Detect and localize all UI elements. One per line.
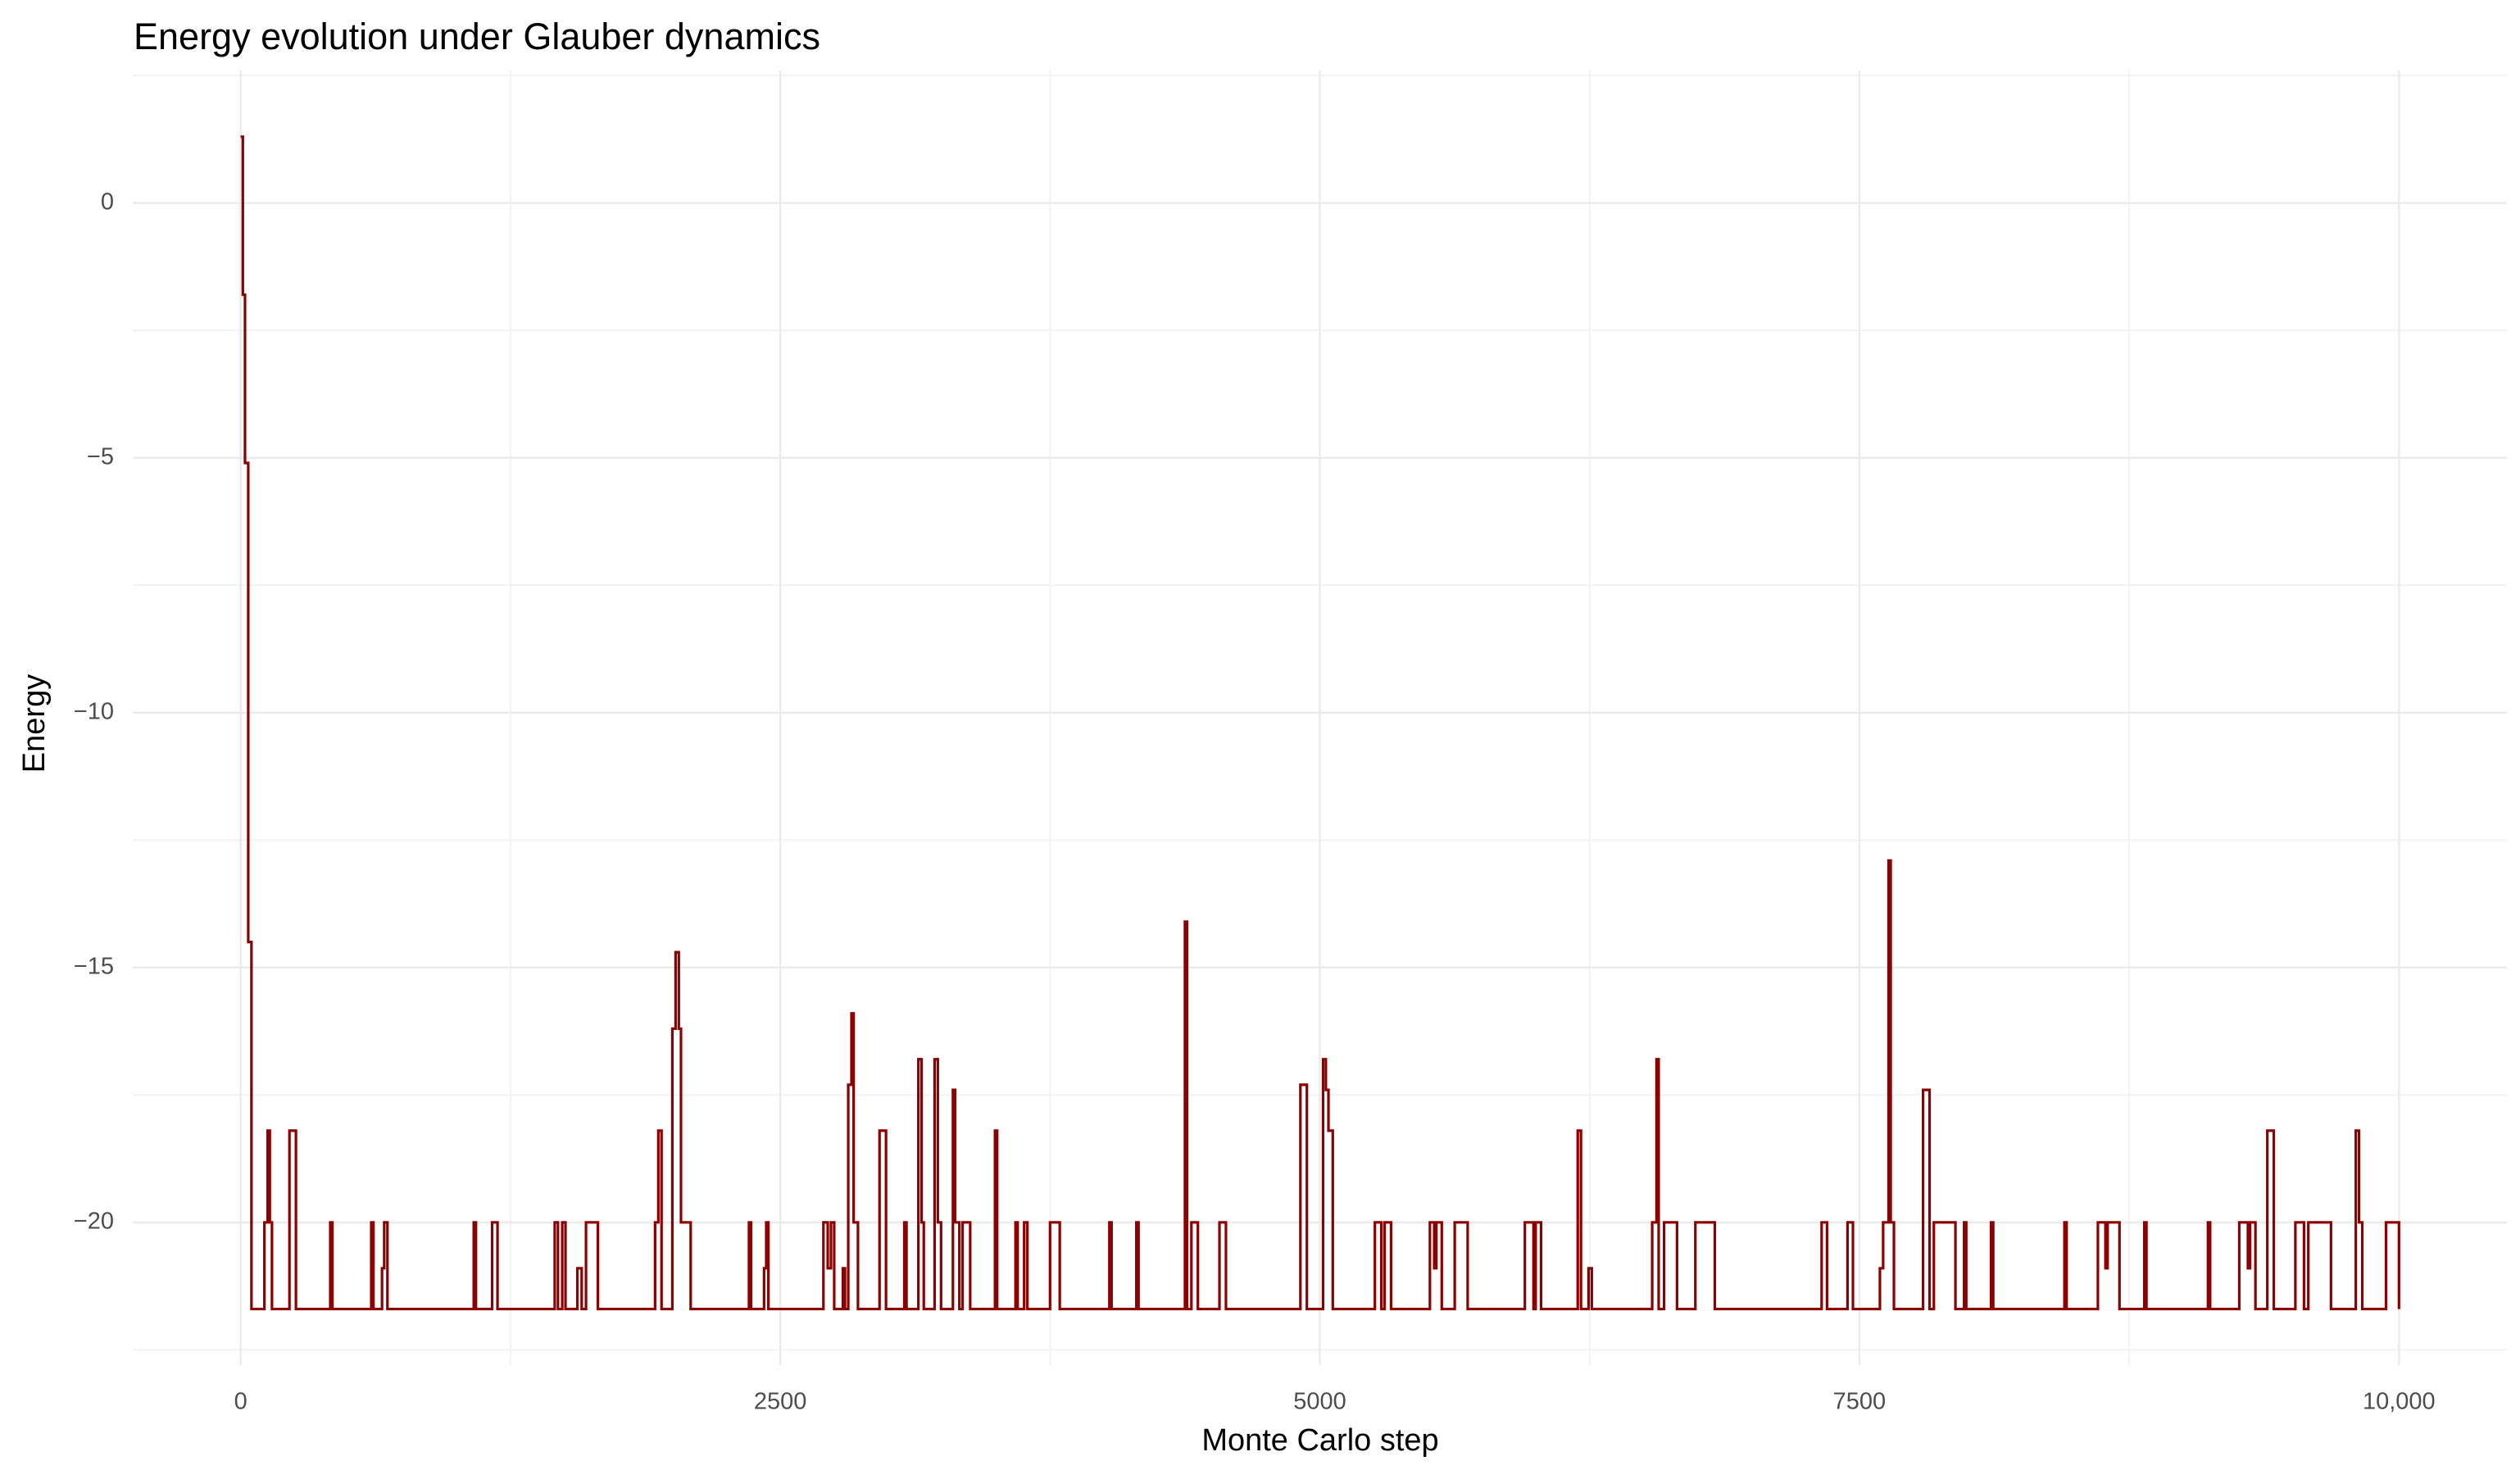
x-tick-label: 7500	[1833, 1389, 1887, 1415]
x-tick-label: 0	[234, 1389, 247, 1415]
y-tick-label: −15	[74, 953, 114, 979]
x-tick-label: 10,000	[2363, 1389, 2436, 1415]
chart-title: Energy evolution under Glauber dynamics	[134, 16, 820, 57]
y-tick-label: −20	[74, 1208, 114, 1234]
y-axis-label: Energy	[17, 674, 52, 773]
y-tick-label: 0	[101, 188, 114, 215]
x-axis-label: Monte Carlo step	[1201, 1423, 1438, 1458]
y-tick-label: −10	[74, 698, 114, 724]
x-tick-label: 5000	[1293, 1389, 1346, 1415]
energy-line	[240, 135, 2400, 1311]
y-tick-label: −5	[87, 443, 114, 470]
x-tick-label: 2500	[754, 1389, 807, 1415]
